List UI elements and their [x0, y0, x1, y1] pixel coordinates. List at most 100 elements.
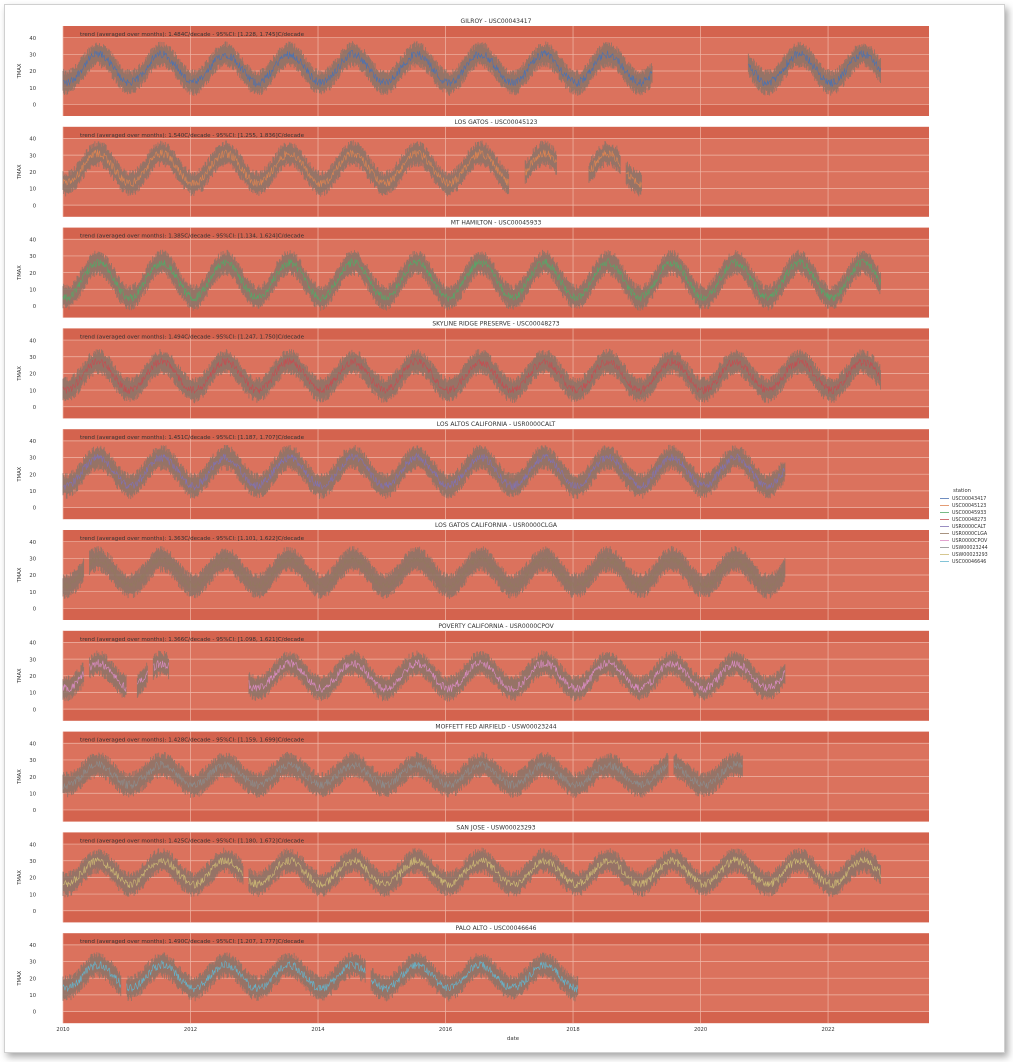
panel-2: 0 10 20 30 40 TMAX LOS GATOS - USC00045123 tren…	[17, 119, 929, 217]
panel-title: LOS GATOS CALIFORNIA - USR0000CLGA	[435, 522, 558, 529]
y-tick-label: 40	[29, 741, 36, 747]
series-line	[62, 760, 669, 790]
series-line	[370, 960, 578, 993]
y-axis-label: TMAX	[17, 466, 23, 482]
y-tick-label: 10	[29, 691, 36, 697]
series-line	[62, 856, 244, 889]
legend-entry: USC00045933	[952, 510, 986, 516]
panel-title: SKYLINE RIDGE PRESERVE - USC00048273	[432, 320, 559, 327]
range-band	[248, 847, 881, 898]
x-tick-label: 2018	[566, 1027, 579, 1033]
y-tick-label: 40	[29, 338, 36, 344]
y-tick-label: 40	[29, 237, 36, 243]
y-axis-label: TMAX	[17, 63, 23, 79]
series-line	[89, 554, 786, 591]
y-tick-label: 0	[33, 506, 36, 512]
x-tick-label: 2016	[439, 1027, 452, 1033]
x-axis-label: date	[507, 1036, 520, 1042]
panel-title: LOS GATOS - USC00045123	[455, 119, 538, 126]
trend-annotation: trend (averaged over months): 1.425C/dec…	[80, 838, 305, 844]
legend-entry: USC00048273	[952, 517, 986, 523]
y-tick-label: 20	[29, 472, 36, 478]
trend-annotation: trend (averaged over months): 1.490C/dec…	[80, 939, 305, 945]
y-tick-label: 30	[29, 758, 36, 764]
y-tick-label: 10	[29, 590, 36, 596]
panel-title: POVERTY CALIFORNIA - USR0000CPOV	[438, 623, 554, 630]
y-axis-label: TMAX	[17, 769, 23, 785]
trend-annotation: trend (averaged over months): 1.540C/dec…	[80, 133, 305, 139]
panel-title: MT HAMILTON - USC00045933	[451, 220, 542, 227]
y-tick-label: 10	[29, 791, 36, 797]
y-tick-label: 0	[33, 203, 36, 209]
y-tick-label: 20	[29, 372, 36, 378]
trend-annotation: trend (averaged over months): 1.428C/dec…	[80, 738, 305, 744]
y-tick-label: 30	[29, 657, 36, 663]
series-line	[248, 658, 786, 694]
y-tick-label: 10	[29, 86, 36, 92]
y-tick-label: 10	[29, 388, 36, 394]
series-line	[62, 670, 84, 693]
series-line	[673, 760, 743, 789]
series-line	[636, 71, 653, 87]
series-line	[126, 960, 366, 993]
panel-4: 0 10 20 30 40 TMAX SKYLINE RIDGE PRESERVE - US…	[17, 320, 929, 419]
legend-entry: USW00023244	[952, 545, 988, 551]
trend-annotation: trend (averaged over months): 1.366C/dec…	[80, 637, 305, 643]
series-line	[137, 670, 148, 685]
x-tick-label: 2014	[311, 1027, 325, 1033]
y-tick-label: 30	[29, 456, 36, 462]
panel-title: MOFFETT FED AIRFIELD - USW00023244	[435, 724, 556, 731]
y-tick-label: 0	[33, 1010, 36, 1016]
y-tick-label: 30	[29, 859, 36, 865]
y-tick-label: 10	[29, 489, 36, 495]
legend-entry: USC00045123	[952, 503, 986, 509]
legend-entry: USC00043417	[952, 496, 986, 502]
panel-3: 0 10 20 30 40 TMAX MT HAMILTON - USC00045933 tr…	[17, 220, 929, 318]
trend-annotation: trend (averaged over months): 1.385C/dec…	[80, 234, 305, 240]
panel-1: 0 10 20 30 40 TMAX GILROY - USC00043417 trend (…	[17, 18, 929, 116]
trend-annotation: trend (averaged over months): 1.484C/dec…	[80, 32, 305, 38]
y-tick-label: 10	[29, 287, 36, 293]
y-tick-label: 0	[33, 808, 36, 814]
y-tick-label: 0	[33, 103, 36, 109]
y-tick-label: 30	[29, 53, 36, 59]
y-axis-label: TMAX	[17, 970, 23, 986]
legend-entry: USR0000CPOV	[952, 538, 988, 544]
y-axis-label: TMAX	[17, 668, 23, 684]
y-tick-label: 40	[29, 137, 36, 143]
legend-entry: USC00046646	[952, 559, 986, 565]
series-line	[625, 171, 642, 188]
y-tick-label: 30	[29, 153, 36, 159]
panel-title: LOS ALTOS CALIFORNIA - USR0000CALT	[437, 421, 556, 428]
legend-entry: USR0000CALT	[952, 524, 986, 530]
series-line	[62, 49, 637, 88]
y-tick-label: 0	[33, 304, 36, 310]
panel-6: 0 10 20 30 40 TMAX LOS GATOS CALIFORNIA - USR0…	[17, 522, 929, 620]
panel-10: 0 10 20 30 40 TMAX PALO ALTO - USC00046646 tren…	[17, 925, 929, 1024]
y-tick-label: 10	[29, 187, 36, 193]
legend: station USC00043417USC00045123USC00045933…	[940, 488, 988, 565]
series-line	[524, 149, 557, 176]
legend-entry: USW00023293	[952, 552, 988, 558]
y-tick-label: 30	[29, 557, 36, 563]
y-tick-label: 10	[29, 993, 36, 999]
y-tick-label: 20	[29, 876, 36, 882]
trend-annotation: trend (averaged over months): 1.363C/dec…	[80, 536, 305, 542]
series-line	[588, 150, 621, 172]
y-tick-label: 20	[29, 271, 36, 277]
panel-7: 0 10 20 30 40 TMAX POVERTY CALIFORNIA - USR000…	[17, 623, 929, 721]
y-tick-label: 40	[29, 540, 36, 546]
trend-annotation: trend (averaged over months): 1.451C/dec…	[80, 435, 305, 441]
y-tick-label: 20	[29, 69, 36, 75]
y-tick-label: 10	[29, 892, 36, 898]
y-tick-label: 40	[29, 943, 36, 949]
panel-title: PALO ALTO - USC00046646	[455, 925, 536, 932]
legend-title: station	[953, 488, 971, 494]
y-axis-label: TMAX	[17, 366, 23, 382]
y-tick-label: 20	[29, 674, 36, 680]
panel-title: SAN JOSE - USW00023293	[456, 824, 535, 831]
x-tick-label: 2012	[184, 1027, 197, 1033]
y-tick-label: 0	[33, 607, 36, 613]
y-tick-label: 0	[33, 707, 36, 713]
